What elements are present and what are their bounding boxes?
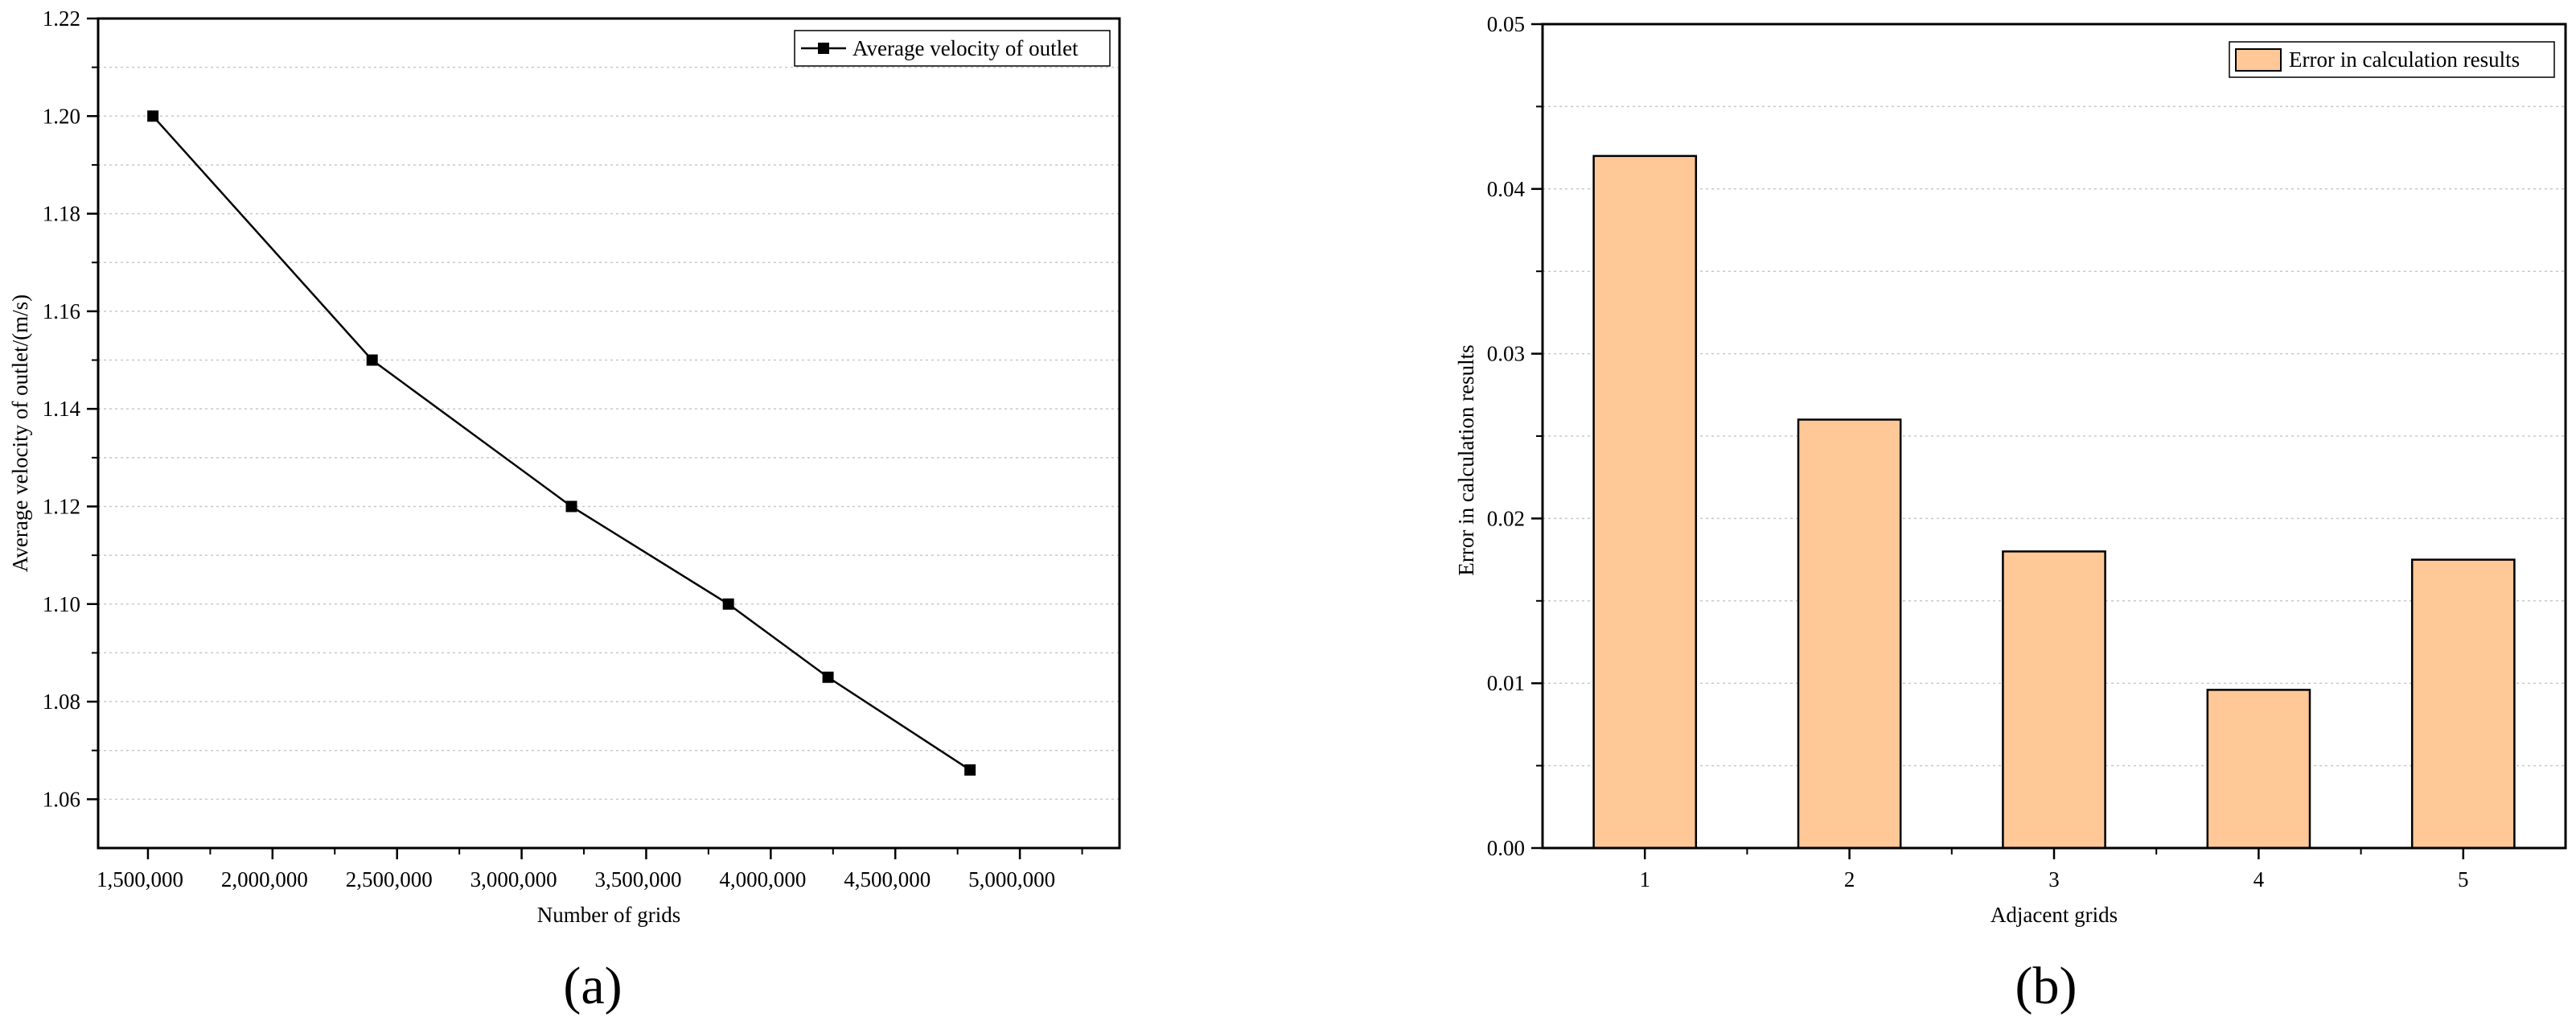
data-point (147, 110, 159, 122)
data-point (822, 671, 834, 683)
x-axis-title: Adjacent grids (1991, 903, 2118, 927)
data-point (964, 764, 976, 776)
y-tick-label: 0.01 (1487, 671, 1525, 695)
y-tick-label: 0.04 (1487, 177, 1526, 201)
y-tick-label: 1.14 (43, 397, 81, 421)
legend-swatch (2235, 48, 2282, 72)
x-tick-label: 5 (2458, 867, 2469, 891)
data-point (565, 500, 577, 513)
x-tick-label: 3,000,000 (470, 867, 557, 891)
y-tick-label: 1.22 (43, 6, 80, 31)
panel-label-a: (a) (563, 957, 622, 1015)
x-tick-label: 2 (1844, 867, 1855, 891)
y-tick-label: 1.12 (43, 494, 80, 518)
y-tick-label: 0.03 (1487, 342, 1525, 366)
y-tick-label: 1.10 (43, 592, 80, 616)
legend-marker (818, 43, 829, 54)
plot-frame (97, 17, 1121, 850)
y-tick-label: 0.05 (1487, 12, 1525, 36)
series-line (152, 115, 971, 772)
y-axis-title: Error in calculation results (1454, 344, 1478, 575)
legend-label: Average velocity of outlet (853, 36, 1078, 60)
y-axis-title: Average velocity of outlet/(m/s) (8, 294, 32, 572)
legend-box (794, 30, 1111, 67)
x-tick-label: 5,000,000 (968, 867, 1055, 891)
panel-label-b: (b) (2015, 957, 2077, 1015)
y-tick-label: 0.02 (1487, 506, 1525, 530)
x-tick-label: 3,500,000 (594, 867, 681, 891)
x-tick-label: 2,500,000 (346, 867, 433, 891)
y-tick-label: 1.18 (43, 202, 80, 226)
x-tick-label: 2,000,000 (221, 867, 308, 891)
legend-label: Error in calculation results (2289, 47, 2520, 72)
x-tick-label: 1,500,000 (97, 867, 183, 891)
y-tick-label: 1.08 (43, 690, 80, 714)
x-tick-label: 4,500,000 (844, 867, 931, 891)
x-tick-label: 4 (2253, 867, 2265, 891)
data-point (366, 354, 378, 366)
legend-box (2229, 41, 2555, 78)
y-tick-label: 1.20 (43, 104, 80, 128)
chart-panel-a: 1.06 1.08 1.10 1.12 1.14 1.16 1.18 1.20 1.22 1,50… (8, 6, 1121, 1015)
x-tick-label: 3 (2048, 867, 2060, 891)
bar (1592, 154, 1698, 850)
chart-panel-b: 0.00 0.01 0.02 0.03 0.04 0.05 1 2 3 4 5 Adjacent gr… (1454, 12, 2567, 1015)
bar (2410, 558, 2516, 850)
y-tick-label: 1.16 (43, 299, 80, 323)
bar (1797, 418, 1902, 850)
x-axis-title: Number of grids (537, 903, 680, 927)
bar (2206, 689, 2311, 850)
x-tick-label: 4,000,000 (719, 867, 806, 891)
data-point (722, 598, 734, 610)
x-tick-label: 1 (1639, 867, 1650, 891)
y-tick-label: 1.06 (43, 787, 80, 811)
y-tick-label: 0.00 (1487, 836, 1525, 860)
bar (2002, 550, 2106, 850)
